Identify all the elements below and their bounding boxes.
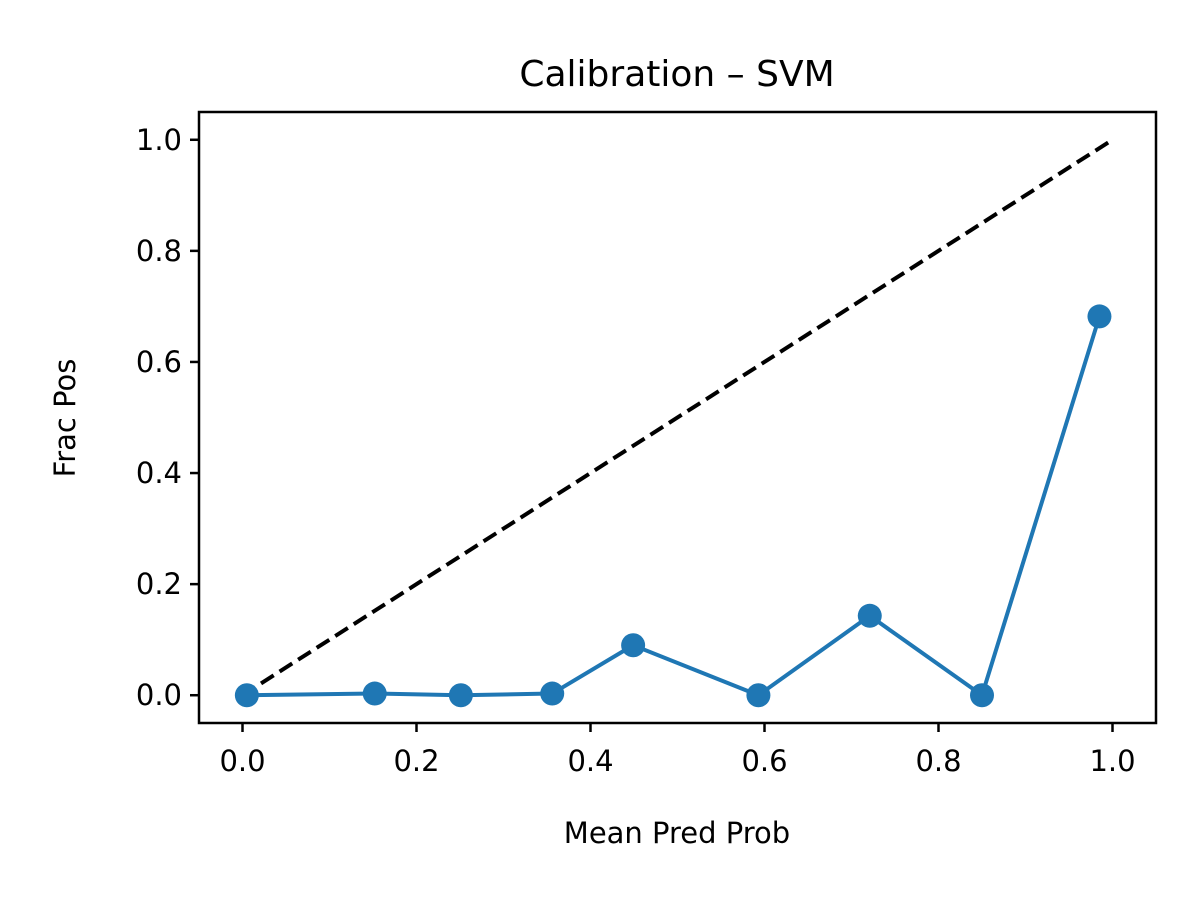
- calibration-point: [621, 633, 646, 658]
- calibration-point: [234, 683, 259, 708]
- x-tick-label: 1.0: [1089, 744, 1135, 778]
- x-axis-label: Mean Pred Prob: [564, 816, 790, 850]
- calibration-line: [246, 315, 1102, 698]
- axes-frame: [197, 110, 1158, 725]
- calibration-point: [1087, 304, 1112, 329]
- calibration-point: [362, 681, 387, 706]
- x-tick-label: 0.2: [393, 744, 439, 778]
- x-tick-label: 0.6: [741, 744, 787, 778]
- y-tick-label: 0.8: [136, 234, 182, 268]
- y-tick-label: 0.2: [136, 567, 182, 601]
- y-tick-label: 0.0: [136, 678, 182, 712]
- reference-diagonal-line: [241, 138, 1114, 697]
- x-tick-label: 0.4: [567, 744, 613, 778]
- calibration-point: [540, 681, 565, 706]
- chart-title: Calibration – SVM: [519, 54, 834, 95]
- y-tick-label: 0.4: [136, 456, 182, 490]
- y-axis-label: Frac Pos: [48, 359, 82, 478]
- calibration-point: [746, 683, 771, 708]
- plot-area: 0.0 0.2 0.4 0.6 0.8 1.0 0.0 0.2 0.4 0.6 0.8 1.0: [136, 110, 1158, 778]
- x-tick-label: 0.0: [219, 744, 265, 778]
- calibration-point: [857, 603, 882, 628]
- y-tick-label: 0.6: [136, 345, 182, 379]
- calibration-point: [970, 683, 994, 708]
- y-tick-label: 1.0: [136, 123, 182, 157]
- calibration-point: [448, 683, 473, 708]
- x-tick-label: 0.8: [915, 744, 961, 778]
